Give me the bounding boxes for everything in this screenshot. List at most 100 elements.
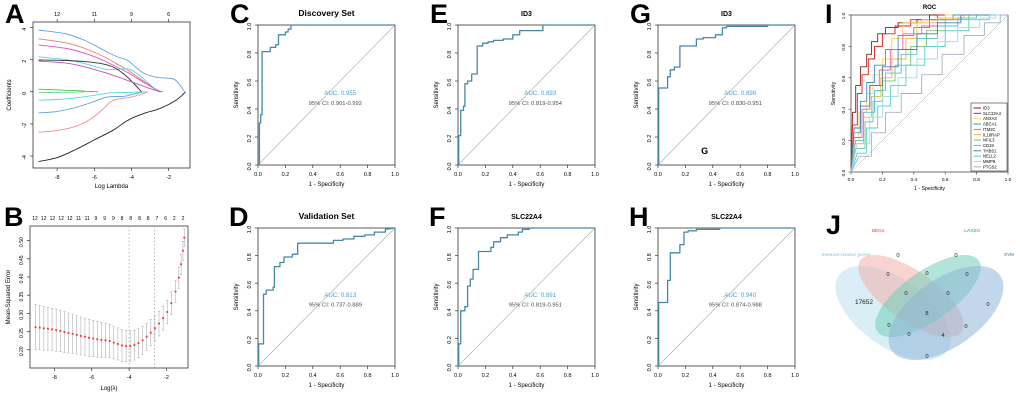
roc-chart: ID3 0.00.0 0.2 0.2 0.4 0.4 0.6 0.6 0.8 0.8 1.0 1.0 1… bbox=[434, 11, 599, 188]
panel-d: D Validation Set 0.0 0.0 0.2 0.2 0.4 0.4 0.6 0.6… bbox=[225, 196, 425, 401]
top-axis-label: 12 bbox=[67, 216, 73, 222]
roc-curve-mmp9 bbox=[850, 14, 1008, 173]
mse-point bbox=[137, 342, 140, 345]
top-axis-label: 11 bbox=[85, 216, 90, 222]
x-tick-label: 0.0 bbox=[654, 373, 662, 379]
top-axis-label: 9 bbox=[103, 216, 106, 222]
plot-box bbox=[457, 24, 596, 166]
roc-curve bbox=[258, 227, 396, 367]
y-tick-label: 0.20 bbox=[19, 346, 25, 356]
y-tick-label: 1.0 bbox=[647, 226, 653, 234]
x-tick-label: 0.4 bbox=[309, 172, 317, 178]
y-axis-label: Sensitivity bbox=[434, 81, 440, 108]
roc-id3-plot-1: ID3 0.0 0.0 0.2 0.2 0.4 0.4 0.6 0.6 0.8 0.8 1.0 1.0 1… bbox=[425, 0, 625, 196]
top-axis-label: 6 bbox=[164, 216, 167, 222]
x-tick-label: 0.4 bbox=[309, 373, 317, 379]
x-tick-label: 0.8 bbox=[764, 373, 772, 379]
y-tick-label: 0.0 bbox=[447, 163, 453, 171]
y-tick-label: 4 bbox=[22, 28, 28, 31]
panel-f: F SLC22A4 0.0 0.0 0.2 0.2 0.4 0.4 0.6 0.6 0.8 0.8 1… bbox=[425, 196, 625, 401]
roc-curve-anxa3 bbox=[850, 14, 1008, 173]
coefficient-path-7 bbox=[38, 91, 86, 94]
y-axis-label: Sensitivity bbox=[234, 283, 240, 310]
panel-letter-f: F bbox=[429, 202, 446, 232]
mse-point bbox=[47, 327, 49, 330]
y-tick-label: 1.0 bbox=[247, 226, 253, 234]
reference-diagonal bbox=[657, 24, 796, 166]
mse-point bbox=[92, 337, 95, 340]
x-tick-label: 0.2 bbox=[282, 172, 290, 178]
panel-h: H SLC22A4 0.0 0.0 0.2 0.2 0.4 0.4 0.6 0.6 0.8 0.8 1… bbox=[625, 196, 820, 401]
venn-count: 0 bbox=[925, 271, 928, 277]
plot-box bbox=[32, 21, 191, 169]
top-axis-label: 9 bbox=[130, 12, 133, 18]
roc-curve bbox=[258, 24, 395, 166]
legend-label-il18rap: IL18RAP bbox=[983, 132, 1000, 137]
plot-box bbox=[657, 24, 796, 166]
legend-label-id3: ID3 bbox=[983, 106, 990, 111]
ci-value: 95% CI: 0.874-0.988 bbox=[709, 303, 762, 309]
roc-chart: SLC22A4 0.00.0 0.2 0.2 0.4 0.4 0.6 0.6 0.8 0.8 1.0… bbox=[434, 214, 599, 389]
y-tick-label: -4 bbox=[22, 155, 28, 160]
venn-set-label: Immune-related genes bbox=[822, 252, 871, 257]
roc-slc22a4-plot-1: SLC22A4 0.0 0.0 0.2 0.2 0.4 0.4 0.6 0.6 0.8 0.8 1.0… bbox=[425, 196, 625, 401]
panel-letter-h: H bbox=[629, 202, 649, 232]
y-tick-label: 0.6 bbox=[447, 281, 453, 289]
top-axis-label: 12 bbox=[41, 216, 47, 222]
x-tick-label: 0.4 bbox=[709, 172, 717, 178]
y-tick-label: -2 bbox=[22, 123, 28, 128]
ci-value: 95% CI: 0.819-0.954 bbox=[509, 101, 563, 107]
mse-point bbox=[104, 339, 107, 342]
x-axis-label: Log Lambda bbox=[95, 184, 129, 190]
y-tick-label: 1.0 bbox=[841, 12, 847, 19]
top-axis-label: 9 bbox=[112, 216, 115, 222]
auc-value: AUC: 0.955 bbox=[324, 90, 357, 97]
y-tick-label: 0.0 bbox=[447, 364, 453, 372]
venn-chart: Immune-related genes DEGs LASSO SVM 0 0 0 0 0 0 0 1… bbox=[822, 228, 1015, 360]
mse-point bbox=[154, 327, 156, 330]
top-axis-label: 11 bbox=[91, 12, 97, 18]
roc-multigene-plot: ROC 0.0 0.0 0.2 0.2 0.4 0.4 0.6 0.6 0.8 0.8 1.0 1.0 1… bbox=[820, 0, 1020, 196]
roc-chart: SLC22A4 0.00.0 0.2 0.2 0.4 0.4 0.6 0.6 0.8 0.8 1.0… bbox=[634, 214, 799, 389]
mse-point bbox=[170, 302, 173, 305]
y-axis-label: Mean-Squared Error bbox=[6, 270, 12, 325]
legend-label-thbs1: THBS1 bbox=[983, 148, 997, 153]
x-tick-label: -8 bbox=[52, 375, 57, 381]
x-tick-label: 0.4 bbox=[910, 177, 917, 183]
x-tick-label: 1.0 bbox=[391, 373, 399, 379]
y-tick-label: 0.30 bbox=[19, 310, 25, 320]
panel-c: C Discovery Set 0.0 0.0 0.2 0.2 0.4 0.4 0.6 0.6 0… bbox=[225, 0, 425, 196]
venn-count: 0 bbox=[965, 272, 968, 278]
mse-point bbox=[145, 335, 148, 338]
mse-point bbox=[42, 327, 45, 330]
roc-curve-nell2 bbox=[850, 14, 1008, 173]
x-tick-label: 0.2 bbox=[879, 177, 886, 183]
mse-point bbox=[96, 338, 99, 341]
top-axis-label: 12 bbox=[32, 216, 38, 222]
mse-point bbox=[121, 344, 123, 347]
venn-count: 0 bbox=[964, 324, 967, 330]
x-tick-label: 0.8 bbox=[973, 177, 980, 183]
y-tick-label: 0.8 bbox=[841, 44, 847, 51]
roc-curve-ptgs2 bbox=[850, 14, 1008, 173]
y-tick-label: 0.8 bbox=[647, 51, 653, 59]
top-axis-label: 12 bbox=[54, 12, 60, 18]
reference-diagonal bbox=[657, 227, 796, 367]
reference-diagonal bbox=[457, 24, 596, 166]
x-tick-label: 1.0 bbox=[791, 373, 799, 379]
y-tick-label: 0 bbox=[22, 92, 28, 95]
y-tick-label: 0.6 bbox=[647, 281, 653, 289]
venn-count: 0 bbox=[896, 253, 899, 259]
legend-label-abca1: ABCA1 bbox=[983, 122, 997, 127]
y-tick-label: 0.6 bbox=[841, 75, 847, 82]
roc-curve-cd19 bbox=[850, 14, 1008, 173]
y-tick-label: 0.4 bbox=[447, 107, 453, 115]
y-tick-label: 0.50 bbox=[19, 237, 25, 247]
x-tick-label: 0.4 bbox=[709, 373, 717, 379]
panel-g: G ID3 0.0 0.0 0.2 0.2 0.4 0.4 0.6 0.6 0.8 0.8 1.0 1.… bbox=[625, 0, 820, 196]
panel-i: I ROC 0.0 0.0 0.2 0.2 0.4 0.4 0.6 0.6 0.8 0.8 1.0 1.… bbox=[820, 0, 1020, 196]
coefficient-path-3 bbox=[38, 56, 160, 93]
legend-label-cd19: CD19 bbox=[983, 143, 994, 148]
x-tick-label: 0.8 bbox=[564, 172, 572, 178]
y-tick-label: 0.6 bbox=[247, 79, 253, 87]
